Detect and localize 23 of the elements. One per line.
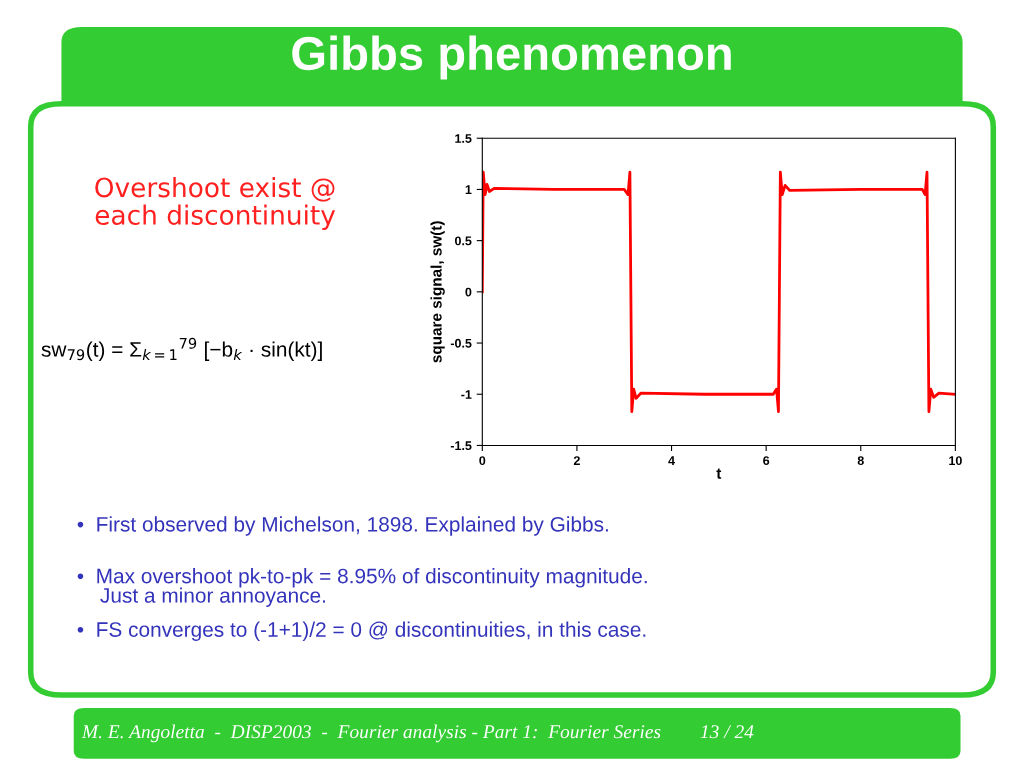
y-tick-label: 0.5 [455, 236, 472, 246]
x-tick-label: 10 [949, 456, 962, 466]
y-tick-label: 1.5 [455, 134, 472, 143]
y-tick-label: -1.5 [450, 441, 472, 451]
line-series [482, 170, 956, 414]
text: • First observed by Michelson, 1898. Explained by Gibbs. [77, 516, 608, 536]
text: Overshoot exist @ each discontinuity [95, 176, 336, 231]
text: • Max overshoot pk-to-pk = 8.95% of discontinuity magnitude. Just a minor annoyance. [77, 568, 647, 607]
text: M. E. Angoletta - DISP2003 - Fourier analysis - Part 1: Fourier Series 13 / 24 [81, 724, 754, 743]
x-tick-label: 6 [763, 456, 770, 466]
y-tick-label: -0.5 [450, 338, 472, 348]
y-axis-title: square signal, sw(t) [430, 221, 445, 363]
text: • FS converges to (-1+1)/2 = 0 @ discontinuities, in this case. [77, 621, 646, 642]
y-tick-label: 0 [465, 287, 472, 297]
x-tick-label: 4 [668, 456, 675, 465]
x-axis-title: t [716, 468, 722, 479]
x-tick-label: 8 [857, 456, 864, 466]
x-tick-label: 2 [573, 456, 580, 465]
chart-title: Gibbs phenomenon [292, 35, 731, 80]
y-tick-label: 1 [465, 185, 472, 194]
text: sw$_{79}$(t) = Σ$_{k=1}$$^{79}$ [−b$_{k}$ · sin(kt)] [41, 337, 322, 361]
x-tick-label: 0 [479, 456, 486, 466]
y-tick-label: -1 [461, 390, 472, 399]
